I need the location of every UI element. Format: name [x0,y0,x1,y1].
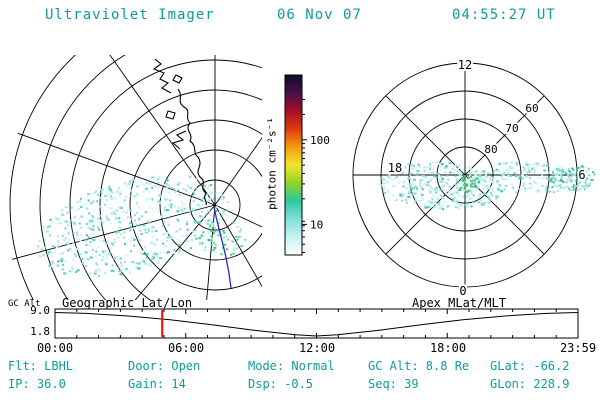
right-panel-caption: Apex MLat/MLT [412,296,506,310]
x-tick-0000: 00:00 [36,341,74,355]
gc-alt-axis-label: GC Alt [8,299,41,309]
y-tick-top: 9.0 [30,304,50,317]
colorbar-axis-label: photon cm⁻²s⁻¹ [265,117,279,210]
coastline [152,58,207,206]
y-tick-bottom: 1.8 [30,325,50,338]
x-tick-0600: 06:00 [167,341,205,355]
colorbar-gradient [284,74,303,256]
gc-alt-curve [54,312,579,337]
status-glat: GLat: -66.2 [490,359,570,373]
status-mode: Mode: Normal [248,359,335,373]
x-tick-1200: 12:00 [298,341,336,355]
emission-scatter [37,175,247,277]
colorbar-ticks [302,98,307,253]
mlt-label: 0 [459,284,466,298]
x-tick-2359: 23:59 [559,341,597,355]
timeline-ticks [54,309,579,338]
mlt-label: 12 [458,58,472,72]
mlat-label: 70 [505,122,518,135]
colorbar: 100 10 [284,74,330,256]
status-ip: IP: 36.0 [8,377,66,391]
mlt-label: 6 [578,168,585,182]
status-seq: Seq: 39 [368,377,419,391]
orbit-track-line [213,206,232,289]
status-dsp: Dsp: -0.5 [248,377,314,391]
date-label: 06 Nov 07 [277,7,362,23]
colorbar-tick-label: 10 [310,218,323,231]
emission-scatter [378,160,595,211]
geographic-polar-plot [9,55,262,300]
status-flt: Flt: LBHL [8,359,74,373]
colorbar-tick-label: 100 [310,134,330,147]
status-door: Door: Open [128,359,201,373]
lat-lon-grid [9,55,262,300]
altitude-timeline-plot [54,308,579,339]
mlat-label: 60 [525,102,538,115]
mlat-label: 80 [484,143,497,156]
status-gain: Gain: 14 [128,377,186,391]
x-tick-1800: 18:00 [429,341,467,355]
time-label: 04:55:27 UT [452,7,556,23]
left-panel-caption: Geographic Lat/Lon [62,296,193,310]
app-title: Ultraviolet Imager [45,7,215,23]
status-glon: GLon: 228.9 [490,377,570,391]
status-gcalt: GC Alt: 8.8 Re [368,359,470,373]
mlt-label: 18 [388,161,402,175]
